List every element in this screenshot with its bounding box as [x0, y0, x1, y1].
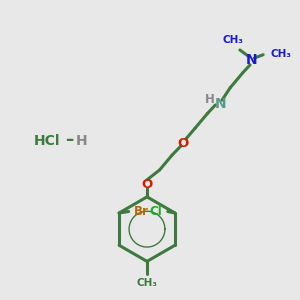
- Text: N: N: [214, 97, 226, 111]
- Text: H: H: [76, 134, 88, 148]
- Text: –: –: [65, 131, 74, 149]
- Text: HCl: HCl: [34, 134, 60, 148]
- Text: Br: Br: [134, 205, 148, 218]
- Text: Cl: Cl: [150, 205, 162, 218]
- Text: H: H: [205, 93, 215, 106]
- Text: CH₃: CH₃: [223, 34, 244, 45]
- Text: CH₃: CH₃: [270, 49, 291, 59]
- Text: N: N: [245, 52, 257, 67]
- Text: CH₃: CH₃: [136, 278, 158, 288]
- Text: O: O: [141, 178, 153, 191]
- Text: O: O: [177, 136, 188, 150]
